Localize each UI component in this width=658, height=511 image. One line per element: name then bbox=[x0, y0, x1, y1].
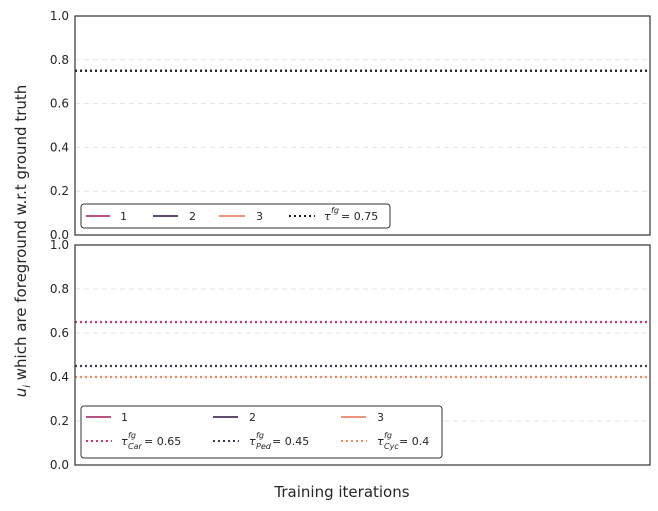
bottom-legend-ped-value: = 0.45 bbox=[272, 435, 309, 448]
bottom-legend-car-subscript: Car bbox=[128, 442, 142, 451]
bottom-y-tick-label: 0.0 bbox=[50, 458, 69, 472]
y-axis-label-sub: i bbox=[22, 385, 33, 388]
bottom-legend-ped-tau: τ bbox=[249, 435, 256, 448]
bottom-panel: 0.0 0.2 0.4 0.6 0.8 1.0 1 2 3 τ fg Car = 0.65… bbox=[50, 238, 651, 472]
top-y-tick-label: 0.4 bbox=[50, 140, 69, 154]
bottom-threshold-lines bbox=[75, 320, 650, 379]
top-y-tick-label: 0.0 bbox=[50, 228, 69, 242]
top-legend-label-2: 2 bbox=[189, 210, 196, 223]
bottom-legend-car-tau: τ bbox=[121, 435, 128, 448]
top-y-tick-label: 1.0 bbox=[50, 9, 69, 23]
top-legend-label-3: 3 bbox=[256, 210, 263, 223]
bottom-legend-label-3: 3 bbox=[377, 411, 384, 424]
top-legend-tau-superscript: fg bbox=[331, 206, 339, 215]
bottom-y-tick-label: 1.0 bbox=[50, 238, 69, 252]
bottom-grid bbox=[75, 288, 650, 422]
bottom-legend-car-superscript: fg bbox=[128, 431, 136, 440]
top-panel: 0.0 0.2 0.4 0.6 0.8 1.0 1 2 3 τ fg = 0.75 bbox=[50, 9, 651, 242]
bottom-legend-ped-superscript: fg bbox=[256, 431, 264, 440]
bottom-legend-car-value: = 0.65 bbox=[144, 435, 181, 448]
bottom-legend-label-1: 1 bbox=[121, 411, 128, 424]
bottom-y-tick-labels: 0.0 0.2 0.4 0.6 0.8 1.0 bbox=[50, 238, 69, 472]
top-legend-tau-value: = 0.75 bbox=[341, 210, 378, 223]
y-axis-label: ui which are foreground w.r.t ground tru… bbox=[12, 85, 33, 398]
bottom-legend-cyc-value: = 0.4 bbox=[399, 435, 429, 448]
top-axes-frame bbox=[74, 15, 651, 236]
y-axis-label-var: u bbox=[12, 388, 30, 398]
x-axis-label: Training iterations bbox=[273, 483, 409, 501]
bottom-legend: 1 2 3 τ fg Car = 0.65 τ fg Ped = 0.45 τ … bbox=[80, 405, 443, 459]
top-y-tick-label: 0.2 bbox=[50, 184, 69, 198]
bottom-y-tick-label: 0.6 bbox=[50, 326, 69, 340]
bottom-legend-cyc-subscript: Cyc bbox=[384, 442, 399, 451]
bottom-legend-frame bbox=[80, 405, 443, 459]
top-legend-label-1: 1 bbox=[120, 210, 127, 223]
y-axis-label-text: which are foreground w.r.t ground truth bbox=[12, 85, 30, 385]
top-y-tick-label: 0.6 bbox=[50, 97, 69, 111]
top-legend: 1 2 3 τ fg = 0.75 bbox=[80, 203, 391, 229]
bottom-axes-frame bbox=[74, 244, 651, 466]
bottom-legend-cyc-superscript: fg bbox=[384, 431, 392, 440]
bottom-y-tick-label: 0.8 bbox=[50, 282, 69, 296]
top-y-tick-labels: 0.0 0.2 0.4 0.6 0.8 1.0 bbox=[50, 9, 69, 242]
bottom-y-tick-label: 0.2 bbox=[50, 414, 69, 428]
bottom-legend-cyc-tau: τ bbox=[377, 435, 384, 448]
top-grid bbox=[75, 59, 650, 192]
bottom-legend-ped-subscript: Ped bbox=[256, 442, 272, 451]
bottom-y-tick-label: 0.4 bbox=[50, 370, 69, 384]
top-legend-tau-symbol: τ bbox=[324, 210, 331, 223]
svg-text:ui which are foreground w.r.t: ui which are foreground w.r.t ground tru… bbox=[12, 85, 33, 398]
top-y-tick-label: 0.8 bbox=[50, 53, 69, 67]
bottom-legend-label-2: 2 bbox=[249, 411, 256, 424]
